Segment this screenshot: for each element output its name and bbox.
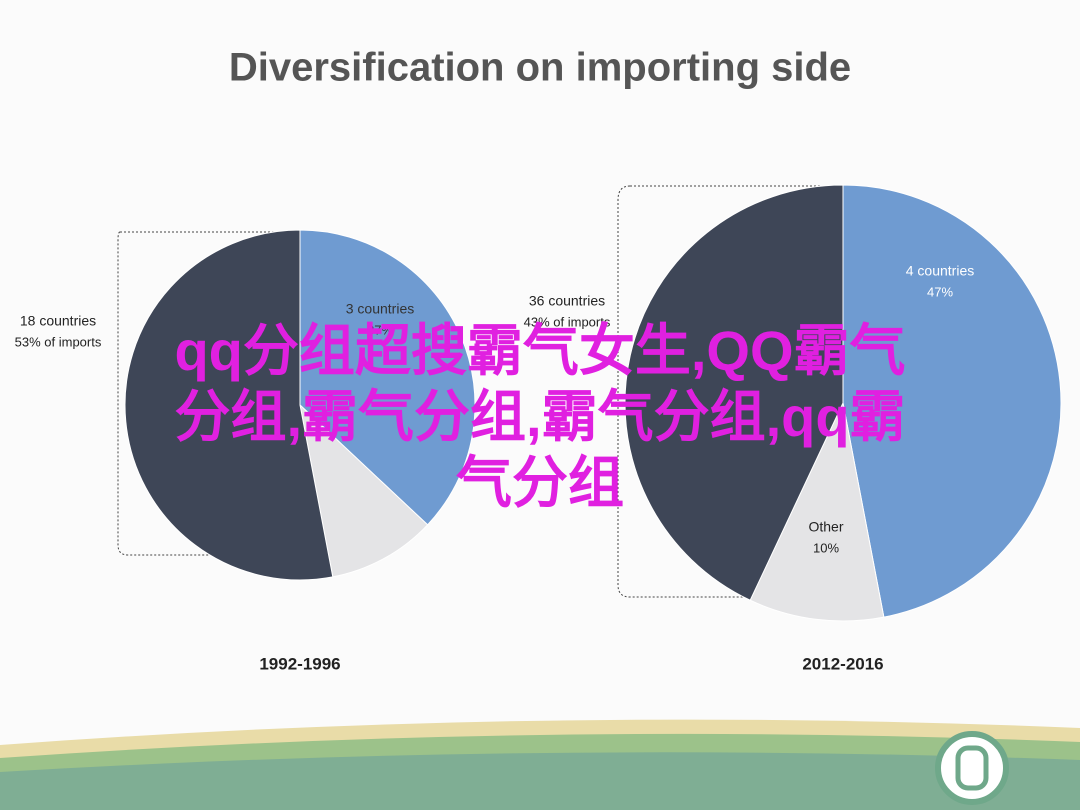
- slice-value: 47%: [927, 284, 953, 299]
- slice-value: 43% of imports: [524, 314, 611, 329]
- overlay-line: qq分组超搜霸气女生,QQ霸气: [174, 319, 905, 382]
- pie-slice: [299, 229, 476, 526]
- slice-label: 18 countries: [20, 313, 96, 329]
- slice-value: 53% of imports: [15, 334, 102, 349]
- slice-value: 10%: [813, 540, 839, 555]
- slice-label: 4 countries: [906, 263, 974, 279]
- pie-slice: [124, 229, 334, 581]
- overlay-text: qq分组超搜霸气女生,QQ霸气分组,霸气分组,霸气分组,qq霸气分组: [174, 319, 905, 514]
- pie-title: 2012-2016: [802, 654, 883, 673]
- pie-slice: [299, 403, 429, 578]
- pie-title: 1992-1996: [259, 654, 340, 673]
- bracket: [117, 231, 215, 556]
- pie-slice: [842, 184, 1062, 618]
- pie-slice: [749, 401, 885, 622]
- overlay-line: 分组,霸气分组,霸气分组,qq霸: [174, 385, 905, 448]
- logo: [935, 731, 1009, 805]
- slide-title: Diversification on importing side: [229, 46, 851, 90]
- pie-slice: [624, 184, 844, 601]
- bracket: [617, 185, 750, 598]
- overlay-line: 气分组: [456, 451, 624, 514]
- slice-value: 37%: [367, 322, 393, 337]
- charts: 3 countries 37% Other 10% 18 countries 53% of…: [15, 184, 1062, 673]
- slice-label: Other: [808, 519, 843, 535]
- slice-label: 3 countries: [346, 301, 414, 317]
- footer-band: [0, 752, 1080, 810]
- logo: [955, 745, 989, 791]
- slice-label: 36 countries: [529, 293, 605, 309]
